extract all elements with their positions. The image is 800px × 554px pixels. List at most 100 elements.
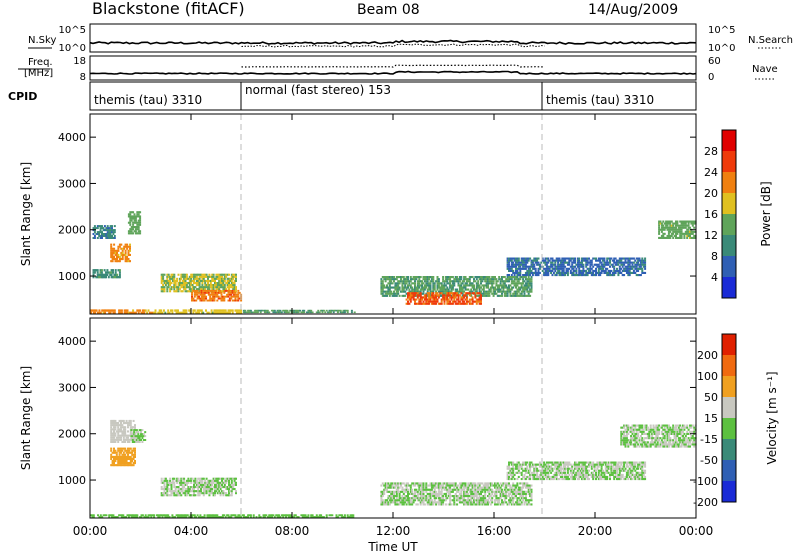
y-tick-label: 1000	[58, 270, 86, 283]
range-cell	[512, 503, 515, 506]
range-cell	[184, 273, 187, 276]
range-cell	[311, 311, 314, 314]
range-cell	[457, 484, 460, 487]
range-cell	[134, 435, 137, 438]
range-cell	[110, 251, 113, 254]
range-cell	[485, 484, 488, 487]
range-cell	[603, 478, 606, 481]
range-cell	[623, 267, 626, 270]
range-cell	[397, 499, 400, 502]
range-cell	[451, 296, 454, 299]
range-cell	[381, 292, 384, 295]
range-cell	[579, 461, 582, 464]
range-cell	[191, 488, 194, 491]
range-cell	[171, 275, 174, 278]
range-cell	[163, 486, 166, 489]
range-cell	[198, 284, 201, 287]
range-cell	[565, 478, 568, 481]
range-cell	[128, 464, 131, 467]
range-cell	[195, 479, 198, 482]
range-cell	[216, 275, 219, 278]
range-cell	[391, 484, 394, 487]
range-cell	[384, 482, 387, 485]
range-cell	[644, 259, 647, 262]
range-cell	[160, 288, 163, 291]
range-cell	[415, 482, 418, 485]
range-cell	[576, 259, 579, 262]
range-cell	[242, 309, 245, 312]
range-cell	[510, 280, 513, 283]
range-cell	[178, 494, 181, 497]
range-cell	[614, 473, 617, 476]
range-cell	[509, 288, 512, 291]
range-cell	[503, 292, 506, 295]
range-cell	[530, 499, 533, 502]
range-cell	[200, 481, 202, 484]
range-cell	[169, 477, 172, 480]
range-cell	[480, 276, 482, 279]
range-cell	[110, 249, 113, 252]
range-cell	[467, 499, 470, 502]
range-cell	[215, 483, 218, 486]
range-cell	[610, 263, 613, 266]
range-cell	[200, 293, 203, 296]
range-cell	[131, 449, 134, 452]
range-cell	[192, 289, 195, 292]
range-cell	[537, 274, 540, 277]
range-cell	[439, 490, 442, 493]
range-cell	[194, 494, 197, 497]
range-cell	[596, 265, 599, 268]
range-cell	[691, 222, 694, 225]
range-cell	[198, 277, 201, 280]
range-cell	[414, 302, 416, 305]
range-cell	[522, 261, 525, 264]
range-cell	[470, 276, 473, 279]
range-cell	[436, 280, 439, 283]
range-cell	[533, 478, 536, 481]
colorbar-swatch	[722, 151, 736, 172]
range-cell	[502, 490, 505, 493]
range-cell	[672, 232, 675, 235]
range-cell	[489, 290, 492, 293]
range-cell	[120, 449, 122, 452]
range-cell	[185, 488, 188, 491]
range-cell	[484, 499, 487, 502]
range-cell	[202, 477, 205, 480]
range-cell	[437, 501, 440, 504]
range-cell	[508, 269, 510, 272]
range-cell	[180, 479, 183, 482]
range-cell	[474, 294, 477, 297]
range-cell	[568, 261, 571, 264]
range-cell	[517, 282, 520, 285]
range-cell	[505, 495, 508, 498]
range-cell	[429, 284, 432, 287]
range-cell	[209, 299, 212, 302]
range-cell	[237, 297, 240, 300]
range-cell	[463, 501, 466, 504]
range-cell	[197, 481, 200, 484]
range-cell	[391, 501, 394, 504]
range-cell	[222, 481, 225, 484]
range-cell	[127, 462, 129, 465]
range-cell	[474, 488, 477, 491]
range-cell	[143, 309, 146, 312]
range-cell	[436, 492, 439, 495]
range-cell	[508, 261, 510, 264]
range-cell	[414, 284, 416, 287]
range-cell	[137, 221, 140, 224]
range-cell	[536, 463, 539, 466]
range-cell	[474, 290, 477, 293]
range-cell	[558, 461, 561, 464]
range-cell	[526, 271, 529, 274]
range-cell	[569, 463, 572, 466]
range-cell	[512, 499, 515, 502]
range-cell	[460, 290, 463, 293]
range-cell	[185, 492, 188, 495]
range-cell	[443, 492, 446, 495]
range-cell	[409, 278, 412, 281]
range-cell	[386, 482, 388, 485]
range-cell	[205, 289, 207, 292]
range-cell	[166, 494, 169, 497]
range-cell	[118, 464, 121, 467]
range-cell	[162, 286, 165, 289]
